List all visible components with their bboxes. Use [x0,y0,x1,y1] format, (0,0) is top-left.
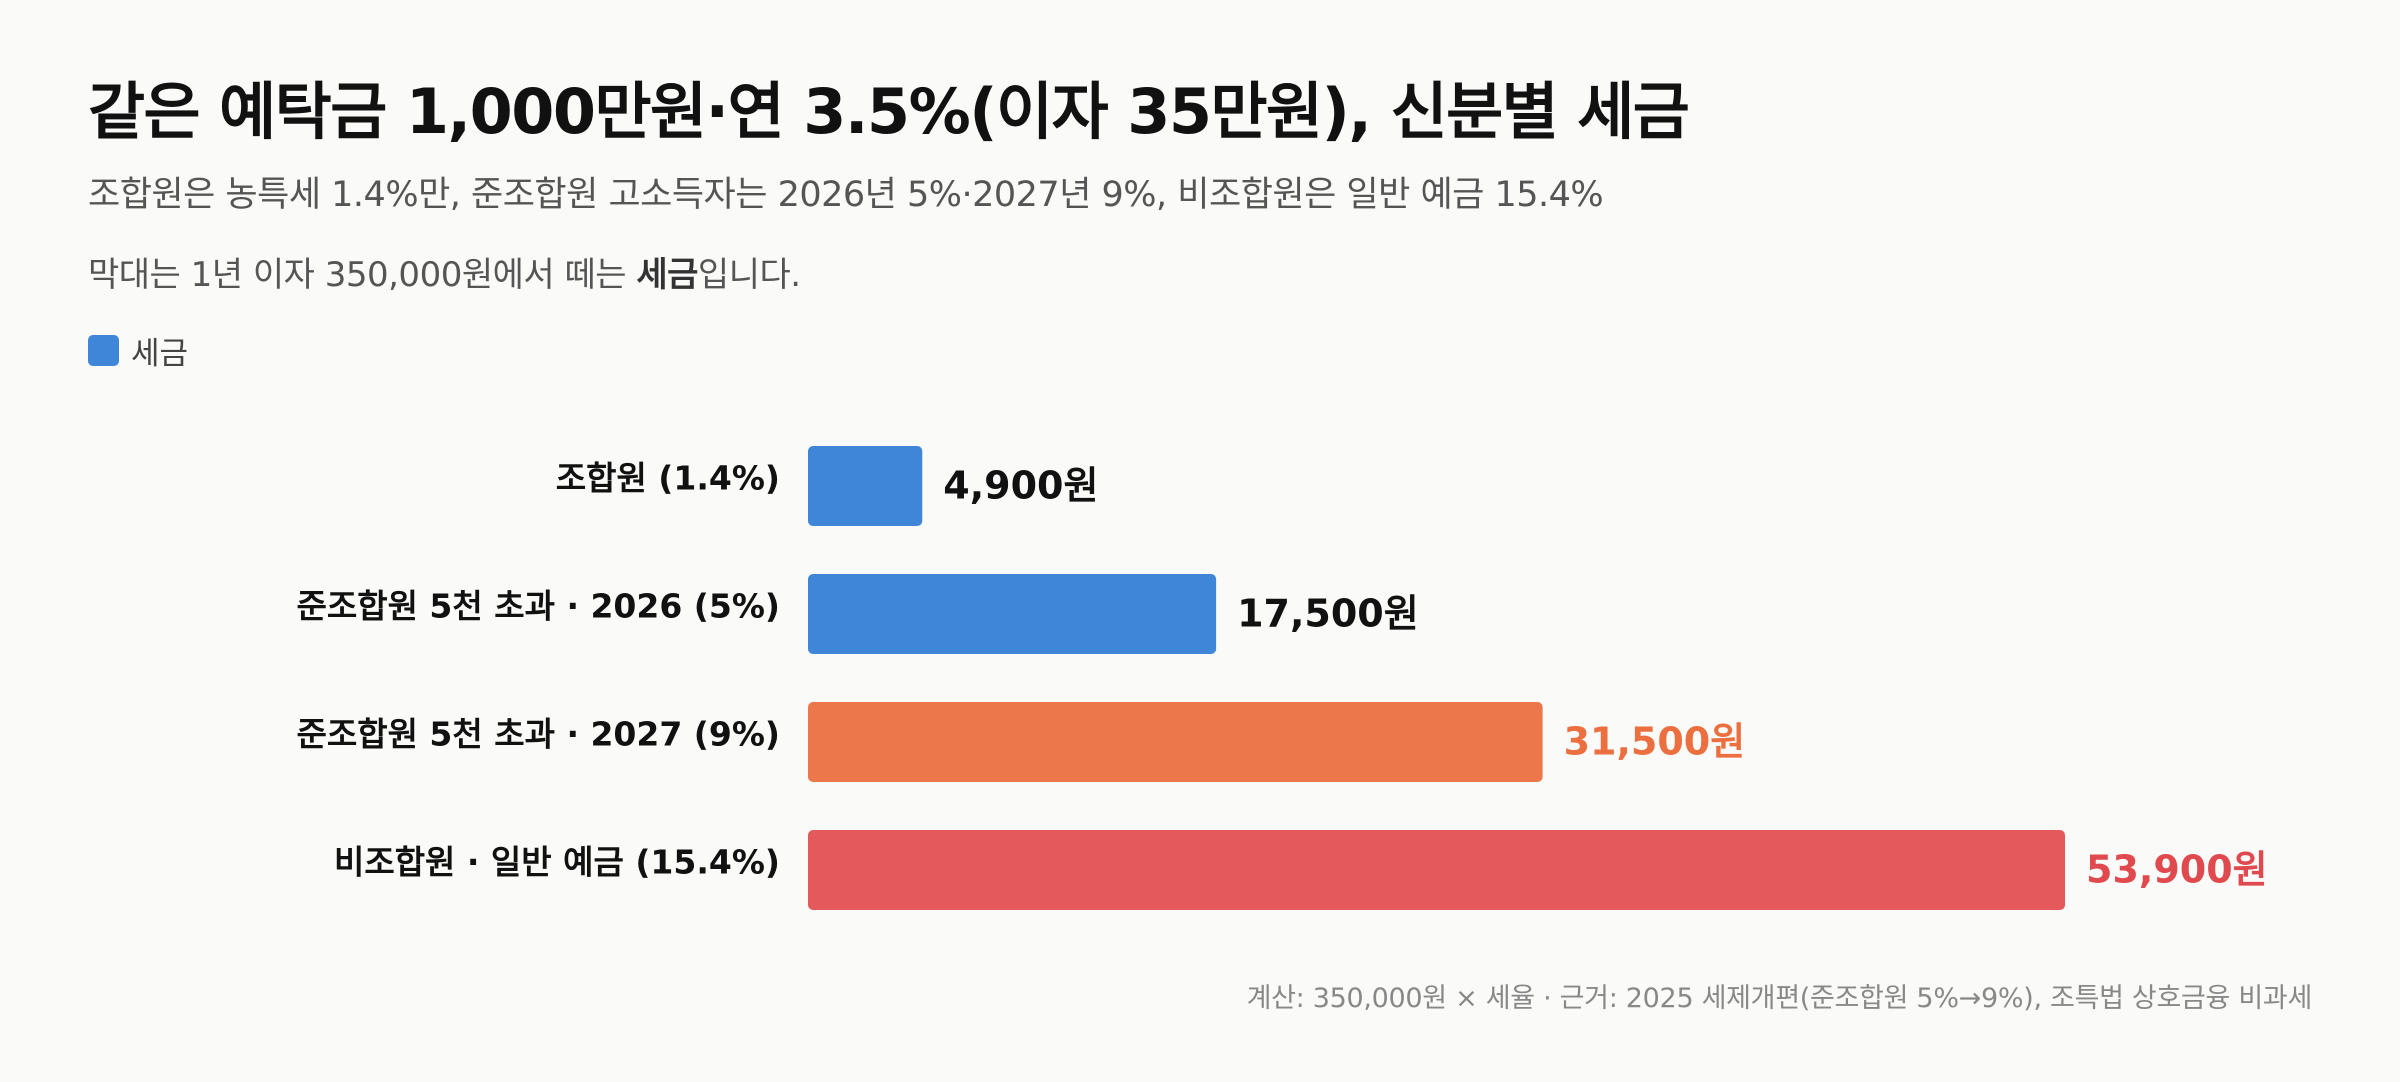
chart-subtitle: 조합원은 농특세 1.4%만, 준조합원 고소득자는 2026년 5%·2027… [88,175,1604,215]
bar [808,702,1543,782]
bar [808,446,923,526]
value-label: 17,500원 [1237,592,1419,636]
chart-footnote: 계산: 350,000원 × 세율 · 근거: 2025 세제개편(준조합원 5… [1246,983,2313,1014]
note-prefix: 막대는 1년 이자 350,000원에서 떼는 [88,255,637,295]
legend-swatch [88,335,119,366]
bar [808,574,1217,654]
category-label: 비조합원 · 일반 예금 (15.4%) [334,843,780,882]
value-label: 4,900원 [943,464,1098,508]
category-label: 준조합원 5천 초과 · 2027 (9%) [297,715,781,754]
category-label: 조합원 (1.4%) [556,459,780,498]
value-label: 53,900원 [2086,848,2268,892]
note-suffix: 입니다. [697,255,801,295]
category-label: 준조합원 5천 초과 · 2026 (5%) [297,587,781,626]
chart-note: 막대는 1년 이자 350,000원에서 떼는 세금입니다. [88,250,801,300]
bar [808,830,2065,910]
chart-title: 같은 예탁금 1,000만원·연 3.5%(이자 35만원), 신분별 세금 [88,75,1690,148]
legend-label: 세금 [131,336,189,372]
value-label: 31,500원 [1564,720,1746,764]
legend: 세금 [88,328,188,373]
note-bold: 세금 [636,255,698,295]
